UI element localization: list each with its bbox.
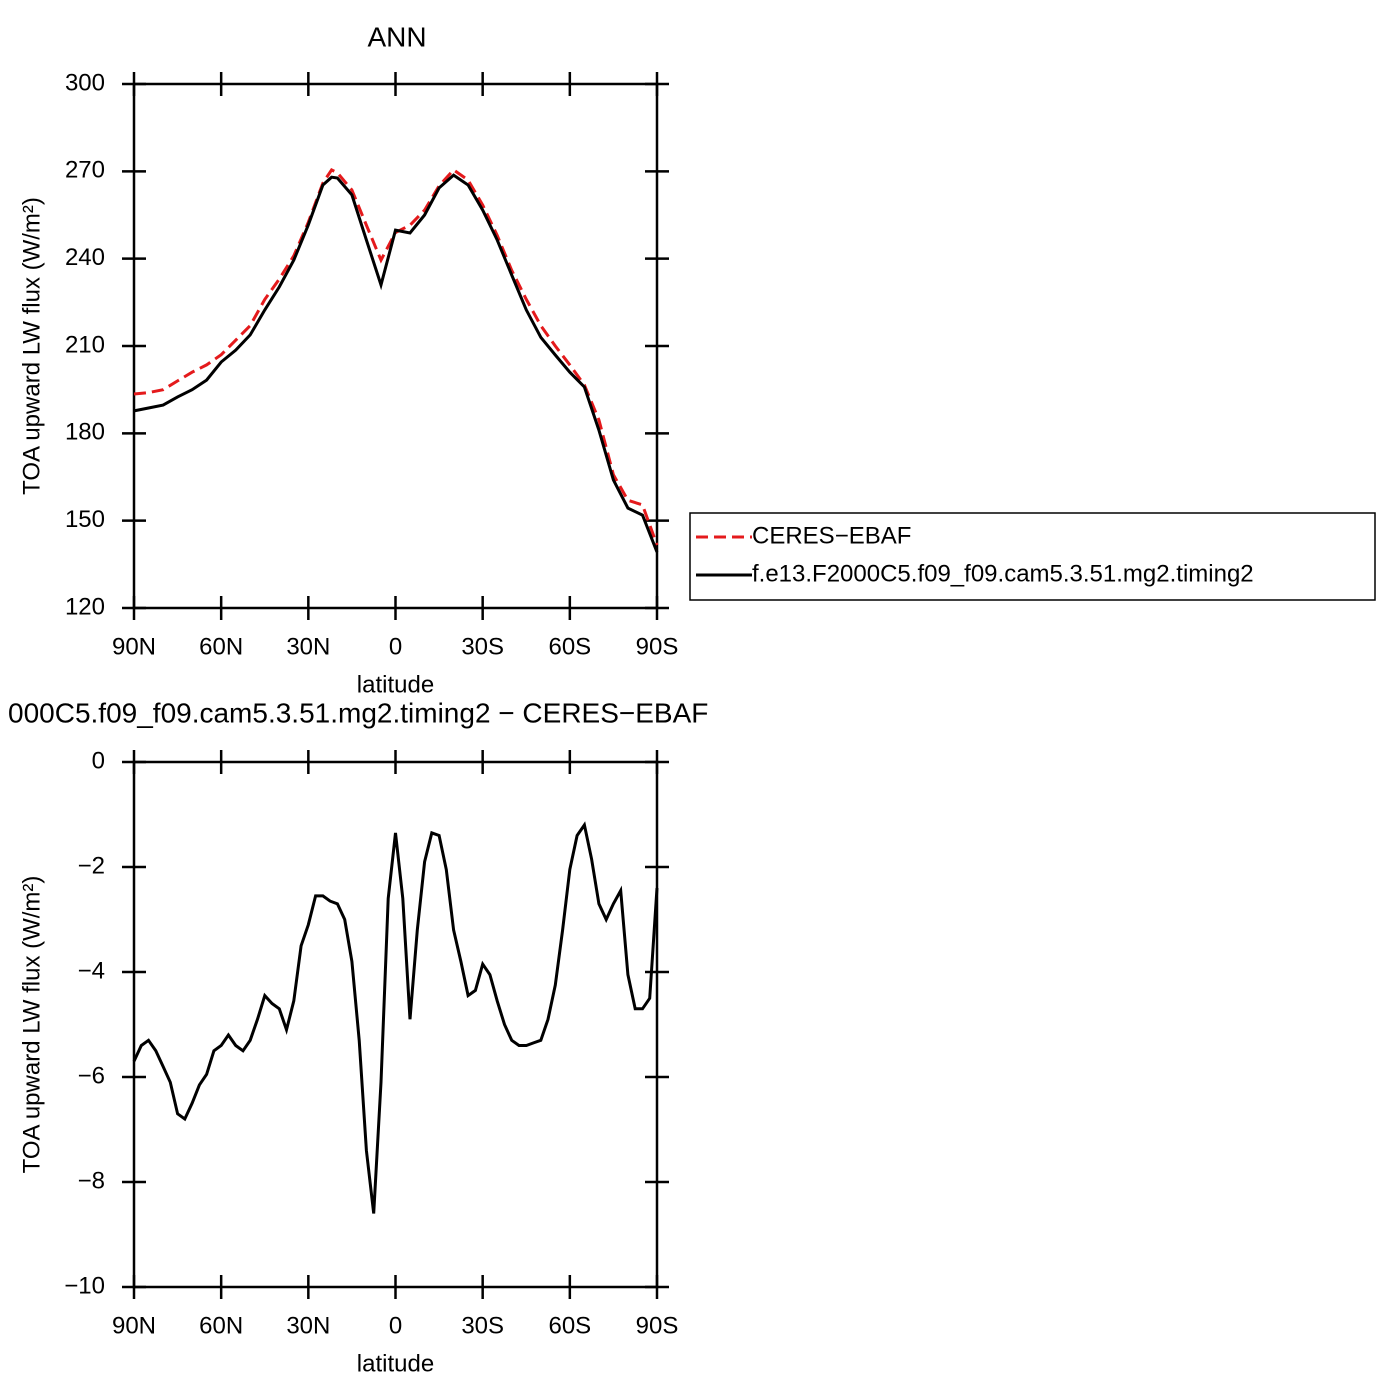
- y-tick-label: 270: [65, 157, 105, 184]
- y-tick-label: 0: [92, 747, 105, 774]
- y-axis-label: TOA upward LW flux (W/m²): [18, 197, 45, 495]
- data-line: [132, 821, 659, 1214]
- x-tick-label: 60N: [199, 633, 243, 660]
- x-tick-label: 90S: [636, 633, 679, 660]
- x-tick-label: 60N: [199, 1312, 243, 1339]
- x-tick-label: 60S: [548, 1312, 591, 1339]
- y-tick-label: 180: [65, 419, 105, 446]
- legend-box: [689, 512, 1376, 601]
- data-line: [133, 173, 659, 553]
- y-tick-label: 210: [65, 331, 105, 358]
- chart-title: 000C5.f09_f09.cam5.3.51.mg2.timing2 − CE…: [8, 697, 708, 728]
- x-tick-label: 90S: [636, 1312, 679, 1339]
- x-tick-label: 0: [389, 633, 402, 660]
- legend-label: f.e13.F2000C5.f09_f09.cam5.3.51.mg2.timi…: [752, 560, 1254, 587]
- x-axis-label: latitude: [357, 671, 434, 698]
- y-tick-label: −8: [78, 1167, 105, 1194]
- plot-frame: [132, 760, 659, 1289]
- plot-frame: [132, 82, 659, 610]
- x-tick-label: 30N: [286, 1312, 330, 1339]
- data-line: [133, 167, 659, 546]
- y-tick-label: 240: [65, 244, 105, 271]
- x-tick-label: 90N: [112, 633, 156, 660]
- y-tick-label: −2: [78, 852, 105, 879]
- x-tick-label: 30N: [286, 633, 330, 660]
- x-tick-label: 30S: [461, 633, 504, 660]
- y-tick-label: 300: [65, 69, 105, 96]
- legend-label: CERES−EBAF: [752, 522, 911, 549]
- y-tick-label: 120: [65, 593, 105, 620]
- y-tick-label: 150: [65, 506, 105, 533]
- x-tick-label: 60S: [548, 633, 591, 660]
- y-tick-label: −10: [64, 1272, 105, 1299]
- x-tick-label: 90N: [112, 1312, 156, 1339]
- x-tick-label: 30S: [461, 1312, 504, 1339]
- x-tick-label: 0: [389, 1312, 402, 1339]
- chart-title: ANN: [367, 21, 426, 52]
- y-tick-label: −6: [78, 1062, 105, 1089]
- y-axis-label: TOA upward LW flux (W/m²): [18, 876, 45, 1174]
- x-axis-label: latitude: [357, 1350, 434, 1377]
- y-tick-label: −4: [78, 957, 105, 984]
